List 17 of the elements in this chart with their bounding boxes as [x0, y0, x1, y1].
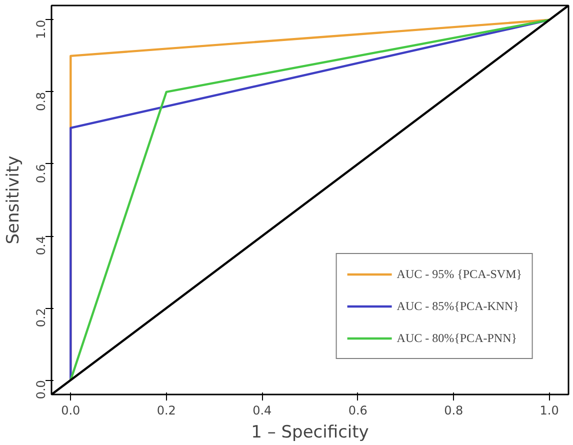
x-tick-label: 0.4 [252, 404, 272, 418]
legend-label: AUC - 80%{PCA-PNN} [396, 330, 517, 346]
y-tick-label: 0.0 [34, 380, 48, 400]
y-tick-label: 0.4 [34, 236, 48, 256]
x-tick-label: 0.0 [61, 404, 80, 418]
y-tick-label: 0.2 [34, 308, 48, 328]
y-tick-label: 1.0 [34, 20, 48, 39]
y-tick-label: 0.6 [34, 164, 48, 184]
x-tick-label: 1.0 [540, 404, 559, 418]
x-tick-label: 0.2 [156, 404, 176, 418]
x-tick-label: 0.8 [444, 404, 464, 418]
y-tick-label: 0.8 [34, 92, 48, 112]
x-axis-title: 1 – Specificity [251, 422, 369, 442]
legend-label: AUC - 85%{PCA-KNN} [396, 298, 519, 314]
x-tick-label: 0.6 [348, 404, 368, 418]
y-axis-title: Sensitivity [4, 156, 24, 244]
legend-label: AUC - 95% {PCA-SVM} [396, 266, 522, 282]
